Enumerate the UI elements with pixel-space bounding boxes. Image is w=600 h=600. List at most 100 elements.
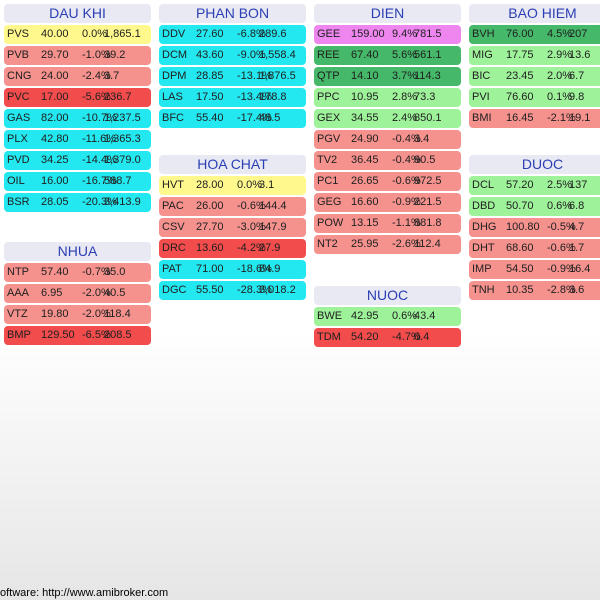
change-cell: 2.8% xyxy=(392,91,418,103)
change-cell: 0.6% xyxy=(547,200,573,212)
stock-row-bvh[interactable]: BVH 76.00 4.5% 207 xyxy=(469,25,600,44)
stock-row-dht[interactable]: DHT 68.60 -0.6% 1.7 xyxy=(469,239,600,258)
change-cell: -3.0% xyxy=(237,221,266,233)
stock-row-ree[interactable]: REE 67.40 5.6% 561.1 xyxy=(314,46,461,65)
volume-cell: 4.7 xyxy=(569,221,585,233)
change-cell: -2.8% xyxy=(547,284,576,296)
price-cell: 50.70 xyxy=(506,200,534,212)
stock-row-csv[interactable]: CSV 27.70 -3.0% 147.9 xyxy=(159,218,306,237)
stock-row-bmp[interactable]: BMP 129.50 -6.5% 208.5 xyxy=(4,326,151,345)
stock-row-ppc[interactable]: PPC 10.95 2.8% 73.3 xyxy=(314,88,461,107)
stock-row-pvi[interactable]: PVI 76.60 0.1% 9.8 xyxy=(469,88,600,107)
volume-cell: 27.9 xyxy=(259,242,281,254)
stock-row-pc1[interactable]: PC1 26.65 -0.6% 972.5 xyxy=(314,172,461,191)
sector-header[interactable]: HOA CHAT xyxy=(159,155,306,174)
stock-row-tv2[interactable]: TV2 36.45 -0.4% 90.5 xyxy=(314,151,461,170)
stock-row-bsr[interactable]: BSR 28.05 -20.3% 3,413.9 xyxy=(4,193,151,212)
price-cell: 17.00 xyxy=(41,91,69,103)
stock-row-bmi[interactable]: BMI 16.45 -2.1% 19.1 xyxy=(469,109,600,128)
price-cell: 57.20 xyxy=(506,179,534,191)
price-cell: 25.95 xyxy=(351,238,379,250)
ticker-cell: NT2 xyxy=(317,238,338,250)
stock-row-pvc[interactable]: PVC 17.00 -5.6% 236.7 xyxy=(4,88,151,107)
sector-header[interactable]: NHUA xyxy=(4,242,151,261)
stock-row-nt2[interactable]: NT2 25.95 -2.6% 112.4 xyxy=(314,235,461,254)
stock-row-ntp[interactable]: NTP 57.40 -0.7% 35.0 xyxy=(4,263,151,282)
stock-row-plx[interactable]: PLX 42.80 -11.6% 1,365.3 xyxy=(4,130,151,149)
sector-header[interactable]: DAU KHI xyxy=(4,4,151,23)
stock-row-pac[interactable]: PAC 26.00 -0.6% 144.4 xyxy=(159,197,306,216)
volume-cell: 207 xyxy=(569,28,588,40)
volume-cell: 6.7 xyxy=(569,70,585,82)
stock-row-drc[interactable]: DRC 13.60 -4.2% 27.9 xyxy=(159,239,306,258)
stock-row-bfc[interactable]: BFC 55.40 -17.4% 48.5 xyxy=(159,109,306,128)
ticker-cell: VTZ xyxy=(7,308,28,320)
stock-row-mig[interactable]: MIG 17.75 2.9% 13.6 xyxy=(469,46,600,65)
stock-row-dcm[interactable]: DCM 43.60 -9.0% 1,558.4 xyxy=(159,46,306,65)
stock-row-dhg[interactable]: DHG 100.80 -0.5% 4.7 xyxy=(469,218,600,237)
stock-row-gas[interactable]: GAS 82.00 -10.7% 1,237.5 xyxy=(4,109,151,128)
stock-row-tdm[interactable]: TDM 54.20 -4.7% 0.4 xyxy=(314,328,461,347)
stock-row-qtp[interactable]: QTP 14.10 3.7% 114.3 xyxy=(314,67,461,86)
ticker-cell: DCM xyxy=(162,49,188,61)
price-cell: 55.50 xyxy=(196,284,224,296)
ticker-cell: MIG xyxy=(472,49,493,61)
price-cell: 27.70 xyxy=(196,221,224,233)
stock-row-oil[interactable]: OIL 16.00 -16.7% 588.7 xyxy=(4,172,151,191)
change-cell: -0.6% xyxy=(237,200,266,212)
stock-row-bic[interactable]: BIC 23.45 2.0% 6.7 xyxy=(469,67,600,86)
change-cell: -2.0% xyxy=(82,308,111,320)
volume-cell: 48.5 xyxy=(259,112,281,124)
stock-row-pgv[interactable]: PGV 24.90 -0.4% 3.4 xyxy=(314,130,461,149)
sector-header[interactable]: PHAN BON xyxy=(159,4,306,23)
price-cell: 26.00 xyxy=(196,200,224,212)
change-cell: -10.7% xyxy=(82,112,117,124)
stock-row-cng[interactable]: CNG 24.00 -2.4% 3.7 xyxy=(4,67,151,86)
price-cell: 27.60 xyxy=(196,28,224,40)
ticker-cell: BSR xyxy=(7,196,30,208)
stock-row-geg[interactable]: GEG 16.60 -0.9% 221.5 xyxy=(314,193,461,212)
volume-cell: 90.5 xyxy=(414,154,436,166)
stock-row-imp[interactable]: IMP 54.50 -0.9% 16.4 xyxy=(469,260,600,279)
ticker-cell: BIC xyxy=(472,70,491,82)
price-cell: 17.75 xyxy=(506,49,534,61)
stock-row-vtz[interactable]: VTZ 19.80 -2.0% 118.4 xyxy=(4,305,151,324)
volume-cell: 561.1 xyxy=(414,49,442,61)
change-cell: -5.6% xyxy=(82,91,111,103)
sector-header[interactable]: BAO HIEM xyxy=(469,4,600,23)
stock-row-aaa[interactable]: AAA 6.95 -2.0% 40.5 xyxy=(4,284,151,303)
stock-row-las[interactable]: LAS 17.50 -13.4% 178.8 xyxy=(159,88,306,107)
ticker-cell: PVS xyxy=(7,28,30,40)
change-cell: -28.3% xyxy=(237,284,272,296)
price-cell: 10.35 xyxy=(506,284,534,296)
price-cell: 17.50 xyxy=(196,91,224,103)
change-cell: -16.7% xyxy=(82,175,117,187)
volume-cell: 881.8 xyxy=(414,217,442,229)
sector-header[interactable]: DUOC xyxy=(469,155,600,174)
stock-row-tnh[interactable]: TNH 10.35 -2.8% 3.6 xyxy=(469,281,600,300)
change-cell: -0.9% xyxy=(392,196,421,208)
volume-cell: 588.7 xyxy=(104,175,132,187)
stock-row-dbd[interactable]: DBD 50.70 0.6% 6.8 xyxy=(469,197,600,216)
price-cell: 19.80 xyxy=(41,308,69,320)
ticker-cell: PAC xyxy=(162,200,184,212)
price-cell: 14.10 xyxy=(351,70,379,82)
stock-row-bwe[interactable]: BWE 42.95 0.6% 43.4 xyxy=(314,307,461,326)
stock-row-dcl[interactable]: DCL 57.20 2.5% 137 xyxy=(469,176,600,195)
stock-row-pvs[interactable]: PVS 40.00 0.0% 1,865.1 xyxy=(4,25,151,44)
stock-row-ddv[interactable]: DDV 27.60 -6.8% 289.6 xyxy=(159,25,306,44)
price-cell: 28.00 xyxy=(196,179,224,191)
sector-header[interactable]: DIEN xyxy=(314,4,461,23)
sector-header[interactable]: NUOC xyxy=(314,286,461,305)
stock-row-hvt[interactable]: HVT 28.00 0.0% 3.1 xyxy=(159,176,306,195)
stock-row-pvd[interactable]: PVD 34.25 -14.4% 1,379.0 xyxy=(4,151,151,170)
stock-row-dgc[interactable]: DGC 55.50 -28.3% 3,018.2 xyxy=(159,281,306,300)
stock-row-pow[interactable]: POW 13.15 -1.1% 881.8 xyxy=(314,214,461,233)
price-cell: 10.95 xyxy=(351,91,379,103)
stock-row-pat[interactable]: PAT 71.00 -18.6% 84.9 xyxy=(159,260,306,279)
stock-row-gex[interactable]: GEX 34.55 2.4% 850.1 xyxy=(314,109,461,128)
stock-row-gee[interactable]: GEE 159.00 9.4% 781.5 xyxy=(314,25,461,44)
stock-row-pvb[interactable]: PVB 29.70 -1.0% 39.2 xyxy=(4,46,151,65)
ticker-cell: GEE xyxy=(317,28,341,40)
stock-row-dpm[interactable]: DPM 28.85 -13.1% 1,876.5 xyxy=(159,67,306,86)
